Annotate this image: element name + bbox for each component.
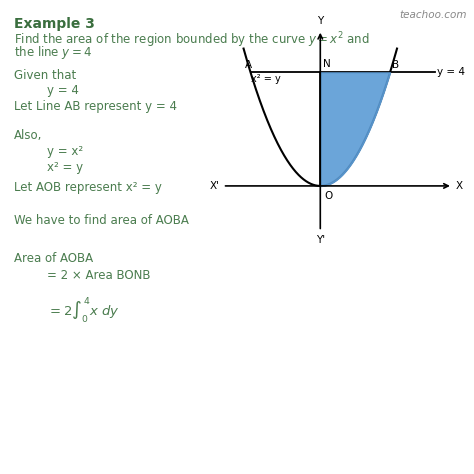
Text: B: B xyxy=(392,60,399,70)
Text: the line $y = 4$: the line $y = 4$ xyxy=(14,44,92,61)
Text: Given that: Given that xyxy=(14,69,76,82)
Text: = 2 × Area BONB: = 2 × Area BONB xyxy=(47,269,151,282)
Text: Find the area of the region bounded by the curve $y = x^2$ and: Find the area of the region bounded by t… xyxy=(14,31,370,50)
Text: y = x²: y = x² xyxy=(47,145,83,158)
Text: Let Line AB represent y = 4: Let Line AB represent y = 4 xyxy=(14,100,177,112)
Text: Y': Y' xyxy=(316,235,325,245)
Text: We have to find area of AOBA: We have to find area of AOBA xyxy=(14,214,189,227)
Text: $= 2\int_0^4 x\ dy$: $= 2\int_0^4 x\ dy$ xyxy=(47,295,120,325)
Text: y = 4: y = 4 xyxy=(437,67,465,77)
Text: x² = y: x² = y xyxy=(47,161,83,173)
Text: teachoo.com: teachoo.com xyxy=(400,10,467,20)
Text: Let AOB represent x² = y: Let AOB represent x² = y xyxy=(14,181,162,194)
Text: y = 4: y = 4 xyxy=(47,84,79,97)
Text: Example 3: Example 3 xyxy=(14,17,95,31)
Text: Also,: Also, xyxy=(14,129,43,142)
Text: O: O xyxy=(325,191,333,201)
Text: A: A xyxy=(245,60,252,70)
Text: Y: Y xyxy=(317,16,323,26)
Text: x² = y: x² = y xyxy=(251,74,280,84)
Text: Area of AOBA: Area of AOBA xyxy=(14,252,93,265)
Text: N: N xyxy=(323,59,331,69)
Text: X': X' xyxy=(210,181,220,191)
Text: X: X xyxy=(456,181,463,191)
